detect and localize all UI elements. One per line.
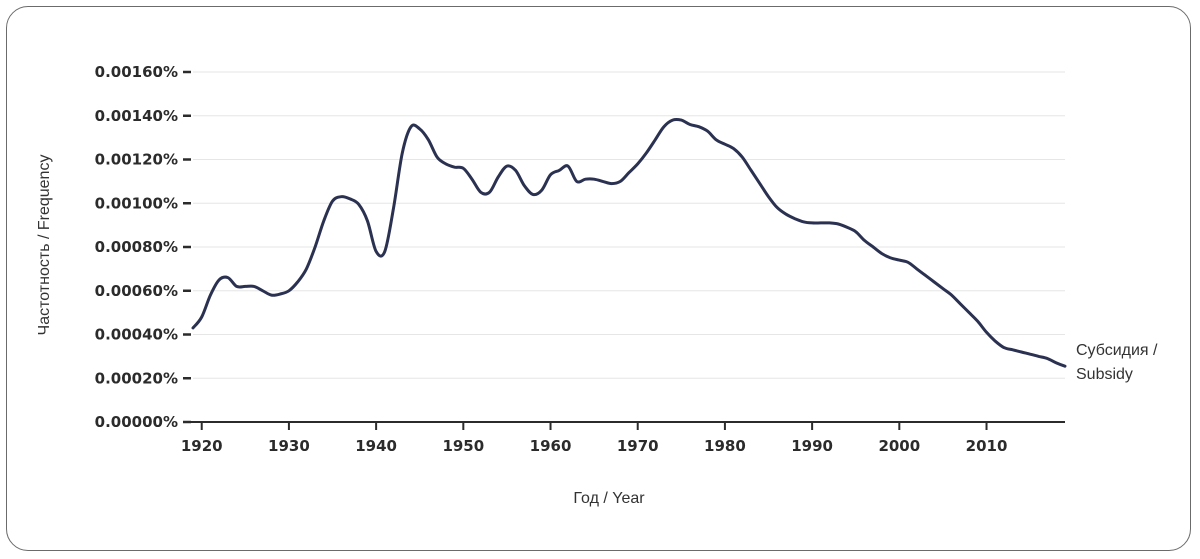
x-tick-label: 1990 [791,437,833,455]
series-label-line: Субсидия / [1076,342,1158,359]
chart-frame [6,6,1191,551]
y-tick-label: 0.00140% [95,107,178,125]
y-tick-label: 0.00000% [95,413,178,431]
y-tick-label: 0.00060% [95,282,178,300]
x-tick-label: 1960 [530,437,572,455]
x-tick-label: 1940 [355,437,397,455]
y-tick-label: 0.00160% [95,63,178,81]
x-tick-label: 1950 [442,437,484,455]
y-axis-ticks: 0.00000% 0.00020% 0.00040% 0.00060% 0.00080%… [95,63,191,431]
y-axis-title: Частотность / Frequency [36,155,53,336]
x-tick-label: 1980 [704,437,746,455]
series-line-subsidy [191,117,1067,368]
y-tick-label: 0.00080% [95,238,178,256]
x-tick-label: 2010 [966,437,1008,455]
x-tick-label: 1920 [181,437,223,455]
series-label: Субсидия / Subsidy [1076,342,1158,383]
y-tick-label: 0.00100% [95,194,178,212]
y-tick-label: 0.00120% [95,151,178,169]
x-tick-label: 1970 [617,437,659,455]
x-axis-title: Год / Year [573,490,645,507]
series-label-line: Subsidy [1076,366,1133,383]
x-tick-label: 2000 [878,437,920,455]
x-tick-label: 1930 [268,437,310,455]
y-tick-label: 0.00020% [95,369,178,387]
y-tick-label: 0.00040% [95,326,178,344]
x-axis-ticks: 1920 1930 1940 1950 1960 1970 1980 1990 2000 2010 [181,422,1008,455]
gridlines [193,71,1065,379]
